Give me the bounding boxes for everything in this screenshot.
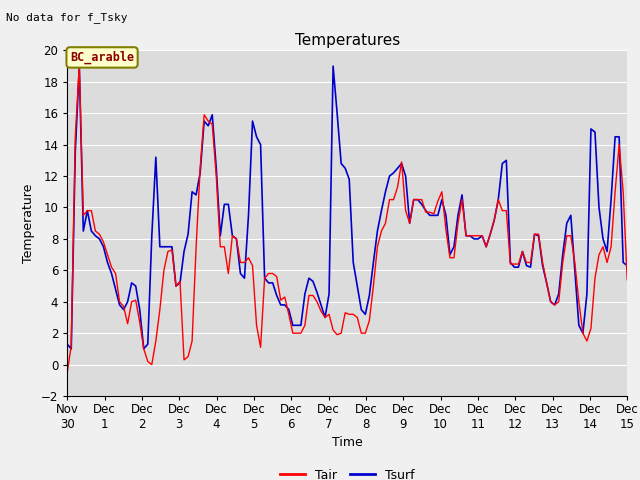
Text: No data for f_Tsky: No data for f_Tsky [6, 12, 128, 23]
Text: BC_arable: BC_arable [70, 51, 134, 64]
Y-axis label: Temperature: Temperature [22, 183, 35, 263]
Legend: Tair, Tsurf: Tair, Tsurf [275, 464, 419, 480]
X-axis label: Time: Time [332, 436, 363, 449]
Title: Temperatures: Temperatures [294, 33, 400, 48]
